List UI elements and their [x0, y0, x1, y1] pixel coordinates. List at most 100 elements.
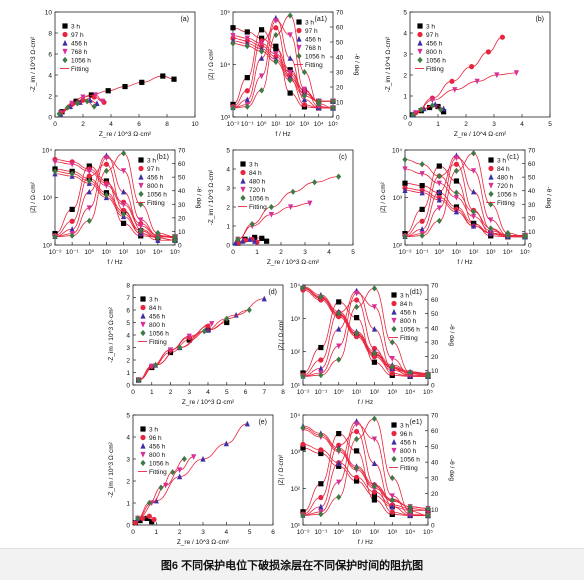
data-point — [200, 455, 206, 462]
phase-point — [371, 415, 378, 422]
data-point — [69, 170, 75, 177]
series — [56, 98, 97, 117]
legend-marker — [488, 190, 494, 198]
x-tick-label: 2 — [178, 529, 182, 536]
legend-marker — [62, 39, 68, 46]
x-tick-label: 10⁻² — [49, 249, 63, 256]
phase-point — [120, 188, 127, 195]
legend-fit-label: Fitting — [71, 66, 89, 73]
y2-tick-label: 50 — [336, 40, 344, 47]
data-point — [244, 35, 250, 42]
phase-point — [470, 188, 477, 195]
series — [52, 150, 178, 244]
data-point — [149, 519, 155, 525]
legend-label: 1056 h — [497, 192, 517, 199]
panel-d1: 10⁻² 10⁻¹ 10⁰ 10¹ 10² 10³ 10⁴ 10⁵ 10¹ 10² 10³ 10⁴ 0 1… — [278, 283, 455, 407]
legend-label: 720 h — [497, 183, 514, 190]
data-point — [441, 109, 447, 115]
phase-point — [353, 448, 360, 454]
y-tick-label: 0 — [226, 243, 230, 250]
phase-point — [371, 345, 378, 352]
y-tick-label: 10³ — [393, 195, 403, 202]
data-point — [65, 104, 71, 111]
data-point — [88, 92, 94, 98]
panel-d: 0 1 2 3 4 5 6 7 8 0 1 2 3 4 5 6 7 8 Z_re / 10^3 Ω·cm² -Z_im… — [108, 283, 285, 407]
legend-label: 480 h — [497, 175, 514, 182]
legend-marker — [240, 186, 246, 193]
phase-point — [258, 73, 265, 80]
phase-point — [389, 474, 395, 482]
data-point — [235, 236, 241, 243]
legend-label: 97 h — [71, 32, 84, 39]
legend-label: 1056 h — [71, 58, 91, 65]
data-point — [287, 69, 293, 76]
phase-point — [371, 460, 378, 466]
data-point — [151, 516, 157, 523]
x-tick-label: 10⁵ — [423, 529, 433, 536]
data-point — [407, 503, 413, 510]
phase-point — [453, 167, 460, 174]
y-axis-label: |Z| / Ω·cm² — [208, 48, 215, 79]
x-tick-label: 0 — [131, 529, 135, 536]
phase-point — [453, 161, 460, 167]
series — [232, 236, 258, 246]
y-tick-label: 10³ — [221, 115, 231, 122]
x-tick-label: 6 — [244, 389, 248, 396]
y-tick-label: 5 — [126, 320, 130, 327]
data-point — [300, 441, 306, 447]
data-point — [152, 361, 159, 369]
phase-point — [273, 18, 279, 24]
y2-tick-label: 50 — [431, 444, 439, 451]
legend-label: 1056 h — [400, 457, 420, 464]
data-point — [246, 306, 252, 314]
data-point — [353, 465, 360, 472]
phase-point — [402, 233, 408, 240]
legend-marker — [140, 459, 146, 467]
phase-point — [244, 88, 250, 94]
phase-point — [353, 290, 360, 297]
y-axis-label: |Z| / Ω·cm² — [278, 319, 285, 350]
legend-label: 3 h — [426, 24, 435, 31]
phase-point — [488, 217, 494, 224]
y-tick-label: 10⁴ — [392, 148, 402, 155]
phase-line — [232, 20, 334, 109]
phase-point — [407, 508, 413, 515]
x-tick-label: 3 — [187, 389, 191, 396]
data-point — [318, 432, 324, 439]
phase-point — [86, 205, 92, 212]
phase-point — [336, 479, 342, 486]
legend-marker — [240, 177, 246, 184]
phase-point — [371, 285, 378, 292]
plot-frame — [54, 11, 196, 118]
y-tick-label: 2 — [403, 73, 407, 80]
legend-label: 1056 h — [426, 58, 446, 65]
panel-e: 0 1 2 3 4 5 6 0 1 2 3 4 5 Z_re / 10^3 Ω·cm² -Z_im / 10… — [108, 413, 275, 547]
legend-label: 456 h — [305, 37, 322, 44]
fit-line — [415, 72, 517, 114]
legend-label: 1056 h — [147, 192, 167, 199]
data-point — [247, 236, 253, 242]
x-tick-label: 10³ — [486, 249, 496, 256]
legend-fit-label: Fitting — [149, 339, 167, 346]
legend-marker — [417, 23, 423, 29]
data-point — [318, 447, 324, 453]
legend-fit-label: Fitting — [147, 200, 165, 207]
y-tick-label: 10⁴ — [42, 148, 52, 155]
y-tick-label: 5 — [403, 10, 407, 17]
y-tick-label: 8 — [48, 31, 52, 38]
phase-point — [300, 373, 306, 380]
legend-label: 720 h — [249, 187, 266, 194]
x-tick-label: 10 — [191, 121, 199, 128]
data-point — [230, 40, 236, 47]
legend-marker — [391, 325, 397, 333]
legend-label: 3 h — [249, 162, 258, 169]
x-tick-label: 3 — [492, 121, 496, 128]
data-point — [301, 88, 308, 94]
phase-point — [336, 493, 342, 501]
data-point — [316, 98, 322, 105]
data-point — [52, 168, 58, 175]
data-point — [132, 520, 138, 526]
